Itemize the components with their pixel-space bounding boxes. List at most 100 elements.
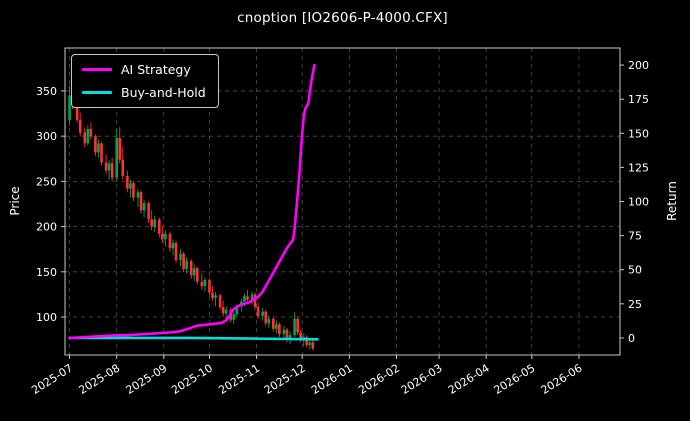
candle-body	[267, 318, 271, 324]
candle-body	[195, 268, 199, 282]
y-left-tick-label: 150	[36, 266, 57, 279]
x-tick-label: 2025-08	[76, 362, 122, 397]
candle-body	[179, 253, 182, 261]
x-tick-label: 2025-11	[216, 362, 262, 397]
candle-body	[68, 95, 71, 120]
candle-body	[211, 292, 214, 299]
y-left-tick-label: 100	[36, 311, 57, 324]
y-left-tick-label: 300	[36, 130, 57, 143]
candle-body	[132, 183, 135, 198]
y-right-tick-label: 125	[628, 161, 649, 174]
x-tick-label: 2026-01	[309, 362, 355, 397]
candle-body	[139, 192, 143, 211]
y-right-tick-label: 25	[628, 298, 642, 311]
y-left-tick-label: 350	[36, 85, 57, 98]
y-right-tick-label: 75	[628, 230, 642, 243]
candle-body	[174, 242, 178, 261]
candle-body	[150, 219, 153, 227]
candle-body	[83, 132, 87, 144]
candle-body	[261, 311, 264, 317]
candle-body	[164, 233, 167, 240]
candle-body	[246, 296, 249, 300]
candle-body	[192, 268, 196, 276]
candle-body	[200, 281, 204, 287]
candle-body	[243, 296, 246, 302]
y-right-tick-label: 200	[628, 59, 649, 72]
candle-body	[296, 318, 299, 333]
x-tick-label: 2026-04	[446, 362, 492, 397]
candle-body	[293, 318, 296, 336]
candle-body	[168, 233, 172, 249]
candle-body	[250, 294, 254, 300]
candle-body	[182, 253, 185, 270]
candle-body	[189, 260, 193, 276]
candle-body	[221, 307, 225, 314]
candle-body	[275, 324, 278, 329]
candle-body	[161, 233, 164, 240]
x-tick-label: 2026-06	[539, 362, 585, 397]
x-tick-label: 2025-07	[29, 362, 75, 397]
candle-body	[272, 318, 275, 329]
candle-body	[110, 163, 114, 178]
x-tick-label: 2026-05	[492, 362, 538, 397]
candle-body	[232, 314, 236, 320]
candle-body	[100, 143, 103, 163]
candle-body	[104, 162, 108, 171]
x-tick-label: 2025-10	[169, 362, 215, 397]
axis-ticks	[61, 64, 624, 359]
candle-body	[235, 306, 239, 315]
candle-body	[115, 137, 118, 178]
candle-body	[253, 294, 257, 308]
y-left-tick-label: 250	[36, 175, 57, 188]
candle-body	[107, 163, 111, 171]
candle-body	[214, 295, 217, 299]
candle-body	[89, 128, 93, 137]
candle-body	[218, 295, 222, 308]
ai-strategy-line	[68, 63, 316, 340]
y-right-tick-label: 100	[628, 196, 649, 209]
legend-label-ai-strategy: AI Strategy	[121, 62, 191, 77]
candle-body	[86, 128, 90, 144]
x-tick-label: 2025-09	[124, 362, 170, 397]
y-right-tick-label: 50	[628, 264, 642, 277]
candle-body	[171, 242, 175, 249]
candle-body	[94, 136, 97, 153]
y-right-tick-label: 150	[628, 127, 649, 140]
candle-body	[157, 219, 161, 234]
candle-body	[118, 137, 122, 160]
candle-body	[78, 119, 82, 133]
candle-body	[142, 203, 146, 211]
candle-body	[147, 203, 150, 220]
candle-body	[308, 342, 312, 346]
x-tick-label: 2026-03	[399, 362, 445, 397]
candle-body	[288, 335, 292, 340]
buy-and-hold-line-swatch	[82, 91, 112, 94]
candle-body	[285, 329, 289, 340]
candle-body	[121, 159, 125, 176]
buy-and-hold-line	[68, 336, 319, 341]
candle-body	[185, 260, 188, 270]
candle-body	[305, 336, 309, 346]
legend-item-ai-strategy: AI Strategy	[82, 62, 206, 77]
candle-body	[311, 342, 315, 349]
candle-body	[282, 329, 286, 335]
candle-body	[224, 309, 228, 314]
candle-body	[264, 311, 268, 324]
candle-body	[97, 143, 100, 153]
candle-body	[136, 192, 140, 198]
candle-body	[129, 183, 132, 189]
ai-strategy-line-swatch	[82, 68, 112, 71]
candle-body	[208, 279, 211, 293]
candle-body	[278, 324, 281, 335]
candlestick-series	[68, 85, 315, 351]
chart-title: cnoption [IO2606-P-4000.CFX]	[237, 10, 448, 26]
legend: AI Strategy Buy-and-Hold	[71, 54, 219, 108]
candle-body	[203, 279, 207, 287]
candle-body	[256, 307, 260, 317]
y-left-tick-label: 200	[36, 221, 57, 234]
candle-body	[126, 175, 129, 189]
candle-body	[299, 332, 302, 341]
legend-item-buy-and-hold: Buy-and-Hold	[82, 85, 206, 100]
y-right-tick-label: 175	[628, 93, 649, 106]
